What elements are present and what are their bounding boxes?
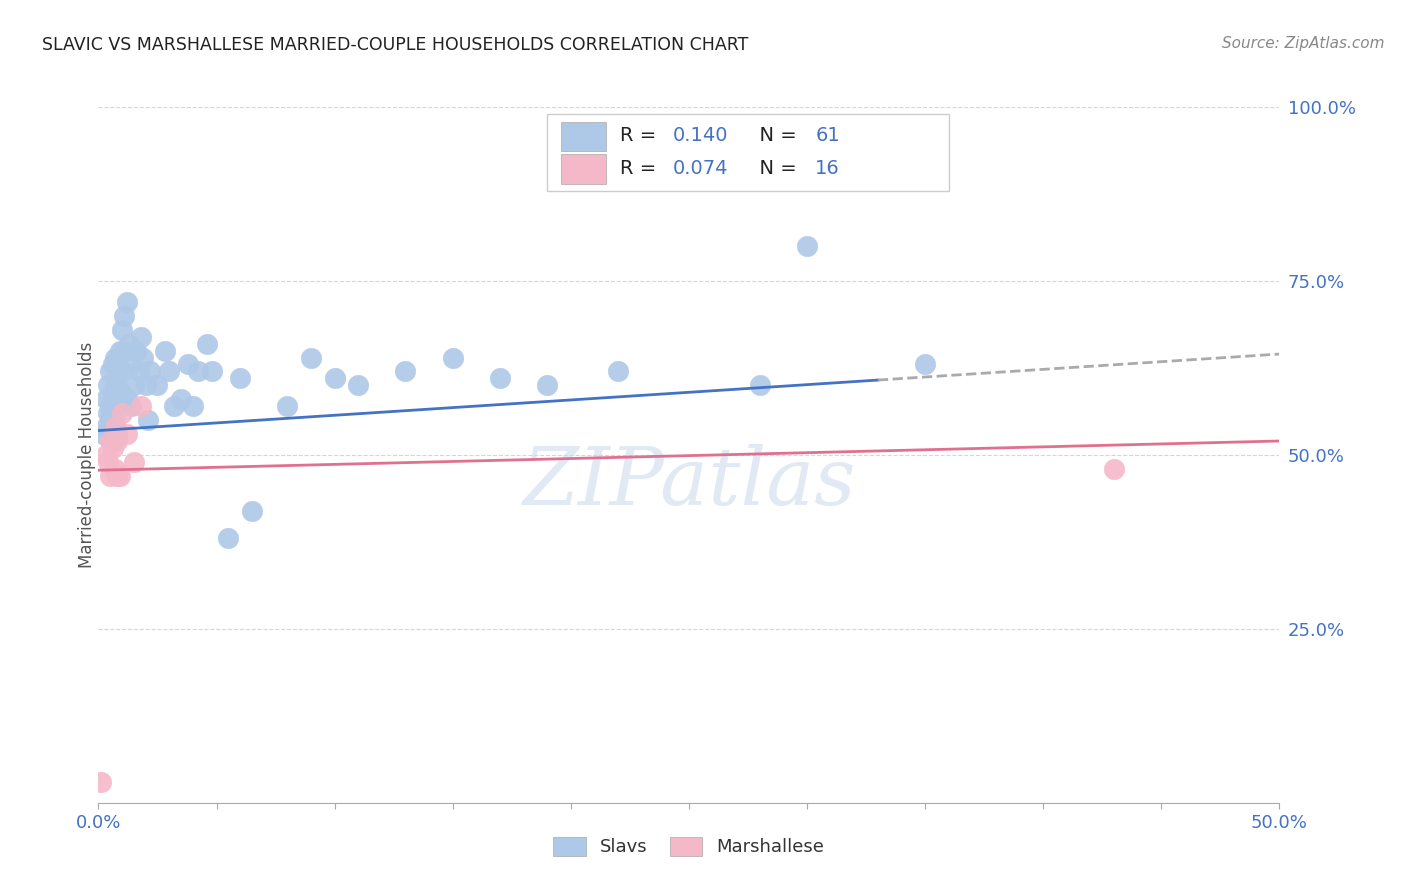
Point (112, 343, 135, 358)
Point (170, 392, 193, 407)
Point (153, 343, 176, 358)
FancyBboxPatch shape (561, 154, 606, 184)
Point (91, 427, 114, 442)
Point (97, 455, 120, 469)
Text: 16: 16 (815, 160, 839, 178)
Point (157, 364, 180, 378)
Point (101, 441, 124, 455)
Point (146, 378, 169, 392)
Point (136, 413, 159, 427)
Text: R =: R = (620, 160, 664, 178)
Point (104, 378, 127, 392)
Point (98, 468, 121, 483)
Point (1102, 462, 1125, 476)
Point (217, 532, 239, 546)
Point (139, 364, 162, 378)
Point (105, 399, 128, 413)
Point (796, 239, 818, 253)
Point (111, 323, 134, 337)
Text: SLAVIC VS MARSHALLESE MARRIED-COUPLE HOUSEHOLDS CORRELATION CHART: SLAVIC VS MARSHALLESE MARRIED-COUPLE HOU… (42, 36, 748, 54)
Point (97, 378, 120, 392)
Point (299, 351, 322, 365)
Text: ZIPatlas: ZIPatlas (522, 444, 856, 522)
Point (105, 468, 128, 483)
Point (104, 413, 127, 427)
Point (122, 378, 145, 392)
Point (607, 364, 630, 378)
FancyBboxPatch shape (547, 114, 949, 191)
Point (323, 371, 346, 385)
Point (94, 448, 117, 462)
Point (108, 385, 131, 400)
Text: 0.140: 0.140 (672, 126, 728, 145)
Point (90, 775, 112, 789)
Text: Source: ZipAtlas.com: Source: ZipAtlas.com (1222, 36, 1385, 51)
Point (101, 358, 124, 372)
Point (105, 427, 128, 442)
FancyBboxPatch shape (561, 121, 606, 151)
Point (105, 371, 128, 385)
Point (441, 351, 464, 365)
Point (104, 462, 127, 476)
Point (101, 392, 124, 407)
Point (122, 455, 145, 469)
Point (536, 378, 558, 392)
Point (121, 399, 143, 413)
Point (748, 378, 770, 392)
Point (229, 371, 252, 385)
Point (115, 427, 138, 442)
Text: R =: R = (620, 126, 664, 145)
Point (94, 392, 117, 407)
Point (129, 329, 152, 343)
Point (394, 364, 416, 378)
Point (276, 399, 298, 413)
Text: N =: N = (747, 160, 803, 178)
Point (111, 406, 134, 420)
Point (177, 358, 200, 372)
Text: N =: N = (747, 126, 803, 145)
Point (181, 399, 204, 413)
Point (98, 434, 121, 448)
Point (129, 399, 152, 413)
Point (112, 309, 135, 323)
Point (115, 392, 138, 407)
Point (115, 294, 138, 309)
Point (135, 378, 157, 392)
Point (104, 420, 127, 434)
Point (121, 358, 143, 372)
Point (195, 336, 218, 351)
Point (489, 371, 512, 385)
Point (101, 434, 124, 448)
Text: 0.074: 0.074 (672, 160, 728, 178)
Point (108, 468, 131, 483)
Point (108, 343, 131, 358)
Text: 61: 61 (815, 126, 839, 145)
Point (98, 399, 121, 413)
Point (187, 364, 209, 378)
Point (125, 343, 148, 358)
Point (240, 503, 263, 517)
Point (104, 351, 127, 365)
Point (914, 358, 936, 372)
Y-axis label: Married-couple Households: Married-couple Households (79, 342, 96, 568)
Point (98, 364, 121, 378)
Point (128, 364, 150, 378)
Point (98, 413, 121, 427)
Point (132, 351, 155, 365)
Point (105, 434, 128, 448)
Legend: Slavs, Marshallese: Slavs, Marshallese (554, 837, 824, 856)
Point (201, 364, 224, 378)
Point (163, 399, 186, 413)
Point (111, 364, 134, 378)
Point (97, 406, 120, 420)
Point (347, 378, 370, 392)
Point (94, 420, 117, 434)
Point (118, 336, 141, 351)
